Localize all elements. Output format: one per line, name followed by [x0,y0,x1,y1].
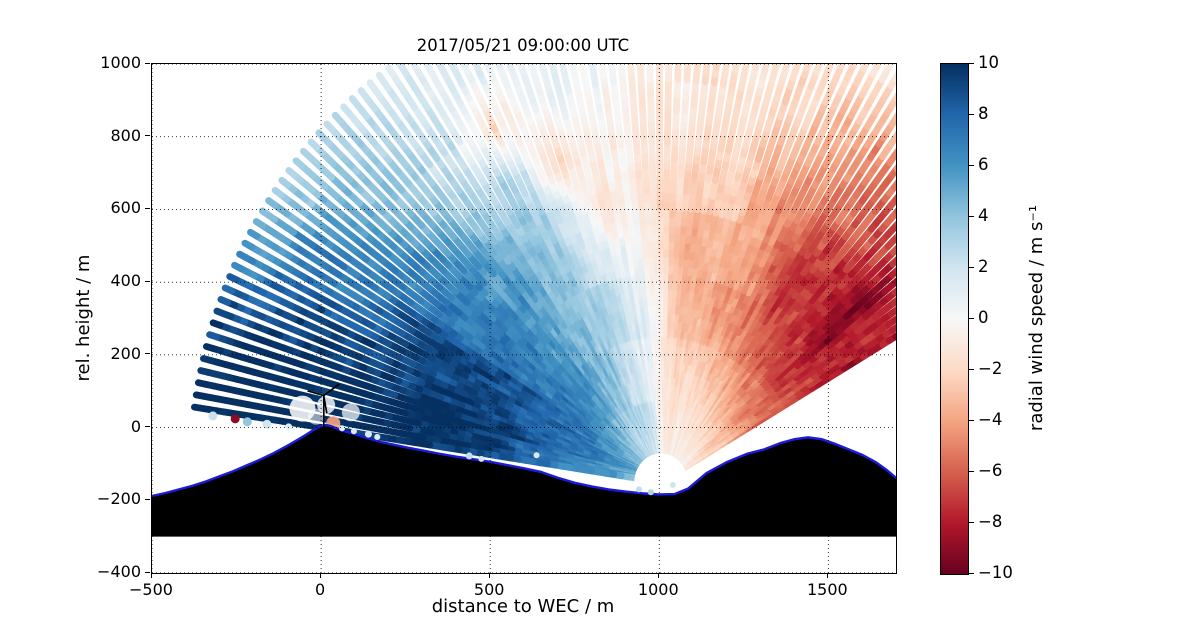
y-tick-mark [145,571,150,573]
colorbar-tick-label: −2 [978,358,1003,378]
colorbar-tick-label: −10 [978,562,1013,582]
x-tick-label: 500 [473,580,505,599]
x-tick-mark [150,573,152,578]
x-tick-mark [488,573,490,578]
colorbar-tick-label: 4 [978,205,989,225]
x-tick-mark [826,573,828,578]
x-tick-label: −500 [129,580,173,599]
y-tick-label: 400 [110,271,141,291]
colorbar-tick-label: 8 [978,103,989,123]
x-tick-label: 1000 [637,580,679,599]
colorbar-tick-mark [969,521,974,523]
y-tick-label: −200 [97,489,141,509]
colorbar-gradient [940,63,969,575]
y-tick-mark [145,498,150,500]
y-tick-label: 0 [130,416,141,436]
x-tick-mark [319,573,321,578]
x-tick-label: 1500 [807,580,848,599]
colorbar-tick-mark [969,317,974,319]
y-tick-label: −400 [97,562,141,581]
colorbar-tick-label: −4 [978,409,1003,429]
y-tick-label: 200 [110,343,141,363]
x-axis-label: distance to WEC / m [431,596,615,617]
y-tick-mark [145,62,150,64]
colorbar-tick-label: 6 [978,154,989,174]
colorbar-tick-mark [969,419,974,421]
axes-frame [151,63,897,574]
colorbar-tick-mark [969,266,974,268]
colorbar-tick-label: −6 [978,460,1003,480]
y-tick-label: 600 [110,198,141,218]
y-tick-mark [145,353,150,355]
colorbar-tick-mark [969,113,974,115]
y-tick-mark [145,135,150,137]
colorbar-tick-label: 0 [978,307,989,327]
colorbar-tick-mark [969,470,974,472]
colorbar-tick-mark [969,572,974,574]
colorbar-tick-label: 2 [978,256,989,276]
colorbar-tick-mark [969,368,974,370]
y-tick-label: 800 [110,125,141,145]
colorbar-tick-mark [969,164,974,166]
plot-title: 2017/05/21 09:00:00 UTC [416,36,630,55]
colorbar-tick-label: −8 [978,511,1003,531]
y-tick-mark [145,207,150,209]
x-tick-mark [657,573,659,578]
y-tick-mark [145,280,150,282]
colorbar-label: radial wind speed / m s⁻¹ [1026,204,1047,432]
colorbar-tick-mark [969,215,974,217]
colorbar-tick-label: 10 [978,52,999,72]
scan-plot-canvas [152,64,896,573]
y-tick-mark [145,426,150,428]
x-tick-label: 0 [314,580,326,599]
y-tick-label: 1000 [100,53,141,72]
colorbar-tick-mark [969,62,974,64]
